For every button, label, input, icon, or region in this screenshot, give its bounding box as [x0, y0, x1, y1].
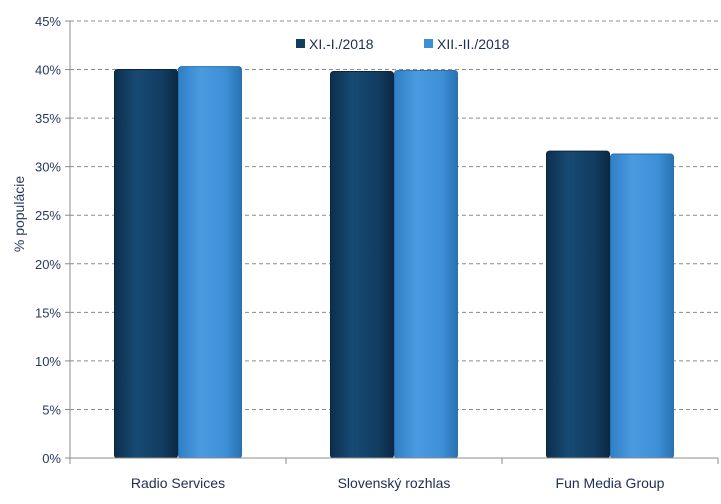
- bar-xii-ii-2: [610, 153, 674, 459]
- y-tick-label: 20%: [35, 257, 61, 272]
- legend-label-xii-ii: XII.-II./2018: [437, 36, 510, 52]
- legend-swatch-xii-ii: [424, 39, 433, 48]
- bar-xii-ii-1: [394, 70, 458, 459]
- y-tick-label: 25%: [35, 208, 61, 223]
- y-tick-label: 0%: [42, 451, 61, 466]
- y-axis-ticks: 0% 5% 10% 15% 20% 25% 30% 35% 40% 45%: [35, 14, 70, 466]
- x-category-label: Fun Media Group: [556, 475, 665, 491]
- y-tick-label: 45%: [35, 14, 61, 29]
- x-category-label: Slovenský rozhlas: [338, 475, 451, 491]
- y-tick-label: 40%: [35, 63, 61, 78]
- y-tick-label: 5%: [42, 402, 61, 417]
- bar-xii-ii-0: [178, 66, 242, 459]
- category-labels: Radio Services Slovenský rozhlas Fun Media…: [131, 475, 665, 491]
- bar-xi-i-2: [546, 150, 610, 459]
- y-tick-label: 15%: [35, 305, 61, 320]
- legend: XI.-I./2018 XII.-II./2018: [296, 36, 510, 52]
- y-tick-label: 10%: [35, 354, 61, 369]
- x-category-label: Radio Services: [131, 475, 225, 491]
- legend-label-xi-i: XI.-I./2018: [309, 36, 374, 52]
- y-axis-title: % populácie: [11, 176, 27, 252]
- y-tick-label: 30%: [35, 160, 61, 175]
- bar-xi-i-1: [330, 70, 394, 459]
- bar-xi-i-0: [114, 69, 178, 459]
- bars: [114, 66, 674, 459]
- y-tick-label: 35%: [35, 111, 61, 126]
- x-axis: [69, 21, 719, 464]
- legend-swatch-xi-i: [296, 39, 305, 48]
